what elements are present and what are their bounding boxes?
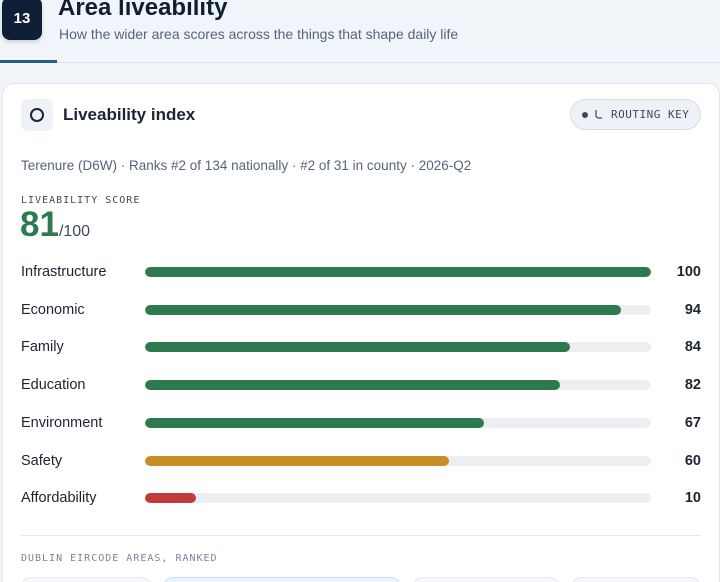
score-display: 81/100 bbox=[20, 205, 90, 245]
areas-section-label: DUBLIN EIRCODE AREAS, RANKED bbox=[21, 553, 218, 564]
category-bar-track bbox=[145, 455, 651, 466]
liveability-icon bbox=[21, 99, 53, 131]
category-bar-fill bbox=[145, 417, 485, 428]
category-row: Infrastructure 100 bbox=[3, 262, 720, 282]
area-chip[interactable] bbox=[163, 577, 401, 582]
category-score: 60 bbox=[684, 452, 701, 469]
category-row: Education 82 bbox=[3, 375, 720, 395]
category-bar-fill bbox=[145, 493, 196, 504]
category-label: Safety bbox=[21, 452, 63, 469]
category-row: Affordability 10 bbox=[3, 488, 720, 508]
score-value: 81 bbox=[20, 205, 59, 244]
category-row: Environment 67 bbox=[3, 413, 720, 433]
category-bar-fill bbox=[145, 342, 571, 353]
category-label: Affordability bbox=[21, 490, 97, 507]
section-divider bbox=[21, 535, 701, 536]
header-accent-bar bbox=[0, 60, 57, 63]
category-score: 67 bbox=[684, 414, 701, 431]
category-score: 100 bbox=[676, 264, 701, 280]
category-bar-track bbox=[145, 304, 651, 315]
routing-key-button[interactable]: ROUTING KEY bbox=[570, 99, 701, 130]
category-label: Family bbox=[21, 339, 64, 356]
category-score: 94 bbox=[684, 301, 701, 318]
category-score: 82 bbox=[684, 377, 701, 394]
route-icon bbox=[595, 110, 602, 119]
category-score: 10 bbox=[684, 490, 701, 507]
step-badge: 13 bbox=[2, 0, 42, 40]
area-chip[interactable] bbox=[413, 577, 559, 582]
category-row: Economic 94 bbox=[3, 300, 720, 320]
header-divider bbox=[0, 62, 720, 63]
category-label: Education bbox=[21, 377, 86, 394]
category-row: Family 84 bbox=[3, 337, 720, 357]
category-bar-track bbox=[145, 380, 651, 391]
category-bar-fill bbox=[145, 455, 449, 466]
ranking-meta: Terenure (D6W) · Ranks #2 of 134 nationa… bbox=[21, 158, 472, 173]
area-chip[interactable] bbox=[21, 577, 151, 582]
category-bar-track bbox=[145, 493, 651, 504]
category-label: Economic bbox=[21, 301, 85, 318]
score-max: /100 bbox=[58, 223, 91, 240]
routing-key-label: ROUTING KEY bbox=[611, 108, 690, 121]
category-label: Environment bbox=[21, 414, 103, 431]
page-subtitle: How the wider area scores across the thi… bbox=[59, 26, 459, 42]
category-row: Safety 60 bbox=[3, 451, 720, 471]
area-chip[interactable] bbox=[571, 577, 701, 582]
category-bar-fill bbox=[145, 380, 560, 391]
category-bar-track bbox=[145, 267, 651, 277]
liveability-card: Liveability index ROUTING KEY Terenure (… bbox=[2, 83, 720, 582]
category-bar-track bbox=[145, 417, 651, 428]
category-bar-track bbox=[145, 342, 651, 353]
score-label: LIVEABILITY SCORE bbox=[21, 195, 141, 206]
category-bar-fill bbox=[145, 304, 621, 315]
card-title: Liveability index bbox=[63, 105, 196, 124]
category-score: 84 bbox=[684, 339, 701, 356]
page-title: Area liveability bbox=[58, 0, 228, 21]
status-dot-icon bbox=[582, 111, 588, 118]
category-label: Infrastructure bbox=[21, 264, 107, 280]
category-bar-fill bbox=[145, 267, 651, 277]
